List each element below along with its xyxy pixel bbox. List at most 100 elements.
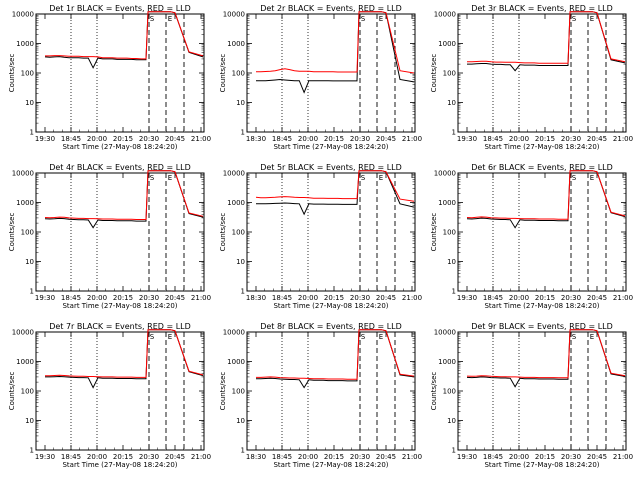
- y-tick-label: 1000: [227, 199, 245, 207]
- y-tick-label: 1: [452, 129, 456, 137]
- x-tick-label: 20:15: [324, 294, 344, 302]
- x-tick-label: 21:00: [402, 135, 422, 143]
- series-line-lld: [44, 170, 204, 220]
- x-tick-label: 20:45: [165, 453, 185, 461]
- x-tick-label: 20:00: [298, 453, 318, 461]
- end-marker: E: [168, 174, 172, 182]
- y-tick-label: 1: [241, 288, 245, 296]
- x-tick-label: 21:00: [191, 453, 211, 461]
- start-marker: S: [150, 333, 155, 341]
- series-line-events: [44, 11, 204, 69]
- y-tick-label: 10: [25, 99, 34, 107]
- x-tick-label: 21:00: [613, 294, 633, 302]
- chart-panel-3: Det 3r BLACK = Events, RED = LLD 10000 100…: [430, 4, 633, 151]
- y-axis-label: Counts/sec: [430, 372, 438, 411]
- y-tick-label: 10: [25, 258, 34, 266]
- x-tick-label: 20:00: [87, 294, 107, 302]
- x-tick-label: 19:30: [35, 453, 55, 461]
- x-tick-label: 20:30: [139, 135, 159, 143]
- x-axis-label: Start Time (27-May-08 18:24:20): [484, 302, 599, 310]
- x-tick-label: 18:30: [246, 135, 266, 143]
- y-axis-label: Counts/sec: [8, 213, 16, 252]
- end-marker: E: [590, 333, 594, 341]
- series-line-lld: [45, 11, 204, 60]
- x-tick-label: 20:45: [165, 294, 185, 302]
- x-tick-label: 20:15: [113, 453, 133, 461]
- y-tick-label: 10: [236, 417, 245, 425]
- x-tick-label: 20:15: [113, 135, 133, 143]
- y-axis-label: Counts/sec: [8, 372, 16, 411]
- y-tick-label: 1000: [438, 40, 456, 48]
- start-marker: S: [572, 174, 577, 182]
- chart-title: Det 3r BLACK = Events, RED = LLD: [471, 4, 613, 13]
- y-tick-label: 10000: [223, 11, 245, 19]
- x-tick-label: 20:30: [139, 453, 159, 461]
- start-marker: S: [572, 333, 577, 341]
- series-line-events: [256, 170, 415, 216]
- series-line-events: [45, 329, 204, 389]
- y-axis-label: Counts/sec: [219, 213, 227, 252]
- x-tick-label: 18:45: [272, 453, 292, 461]
- y-tick-label: 100: [232, 70, 245, 78]
- plot-frame: [35, 172, 205, 292]
- y-tick-label: 10000: [223, 329, 245, 337]
- x-axis-label: Start Time (27-May-08 18:24:20): [273, 143, 388, 151]
- x-tick-label: 21:00: [613, 453, 633, 461]
- y-tick-label: 1000: [227, 358, 245, 366]
- x-tick-label: 20:30: [350, 135, 370, 143]
- x-tick-label: 21:00: [191, 294, 211, 302]
- plot-frame: [457, 331, 627, 451]
- chart-panel-1: Det 1r BLACK = Events, RED = LLD 10000 100…: [8, 4, 211, 151]
- x-tick-label: 19:30: [457, 135, 477, 143]
- chart-title: Det 9r BLACK = Events, RED = LLD: [471, 322, 613, 331]
- y-tick-label: 1: [452, 447, 456, 455]
- y-tick-label: 100: [443, 388, 456, 396]
- x-tick-label: 20:30: [561, 294, 581, 302]
- start-marker: S: [361, 174, 366, 182]
- x-tick-label: 20:45: [165, 135, 185, 143]
- chart-title: Det 5r BLACK = Events, RED = LLD: [260, 163, 402, 172]
- x-tick-label: 20:45: [376, 294, 396, 302]
- x-tick-label: 18:45: [272, 135, 292, 143]
- x-tick-label: 20:30: [350, 294, 370, 302]
- y-tick-label: 10: [447, 258, 456, 266]
- chart-panel-2: Det 2r BLACK = Events, RED = LLD 10000 100…: [219, 4, 422, 151]
- x-tick-label: 20:00: [298, 135, 318, 143]
- y-tick-label: 10000: [223, 170, 245, 178]
- y-tick-label: 100: [443, 70, 456, 78]
- x-tick-label: 20:45: [587, 453, 607, 461]
- chart-title: Det 2r BLACK = Events, RED = LLD: [260, 4, 402, 13]
- start-marker: S: [572, 15, 577, 23]
- plot-frame: [246, 331, 416, 451]
- x-tick-label: 20:45: [587, 294, 607, 302]
- x-tick-label: 19:30: [35, 294, 55, 302]
- y-tick-label: 1: [241, 129, 245, 137]
- y-tick-label: 1000: [438, 199, 456, 207]
- x-tick-label: 20:45: [376, 453, 396, 461]
- y-tick-label: 1: [241, 447, 245, 455]
- series-line-events: [256, 11, 415, 94]
- plot-frame: [35, 331, 205, 451]
- chart-title: Det 6r BLACK = Events, RED = LLD: [471, 163, 613, 172]
- x-tick-label: 20:15: [535, 135, 555, 143]
- x-tick-label: 21:00: [613, 135, 633, 143]
- x-tick-label: 18:45: [61, 453, 81, 461]
- chart-title: Det 4r BLACK = Events, RED = LLD: [49, 163, 191, 172]
- y-tick-label: 1: [30, 447, 34, 455]
- series-line-lld: [466, 329, 626, 379]
- x-axis-label: Start Time (27-May-08 18:24:20): [62, 302, 177, 310]
- x-tick-label: 20:00: [509, 294, 529, 302]
- x-axis-label: Start Time (27-May-08 18:24:20): [273, 302, 388, 310]
- x-tick-label: 20:15: [535, 294, 555, 302]
- chart-panel-6: Det 6r BLACK = Events, RED = LLD 10000 100…: [430, 163, 633, 310]
- x-tick-label: 19:30: [35, 135, 55, 143]
- plot-frame: [35, 13, 205, 133]
- x-tick-label: 20:45: [376, 135, 396, 143]
- x-tick-label: 20:30: [139, 294, 159, 302]
- end-marker: E: [379, 174, 383, 182]
- end-marker: E: [379, 15, 383, 23]
- x-tick-label: 20:30: [561, 135, 581, 143]
- x-tick-label: 20:15: [535, 453, 555, 461]
- y-axis-label: Counts/sec: [430, 54, 438, 93]
- y-tick-label: 10000: [12, 11, 34, 19]
